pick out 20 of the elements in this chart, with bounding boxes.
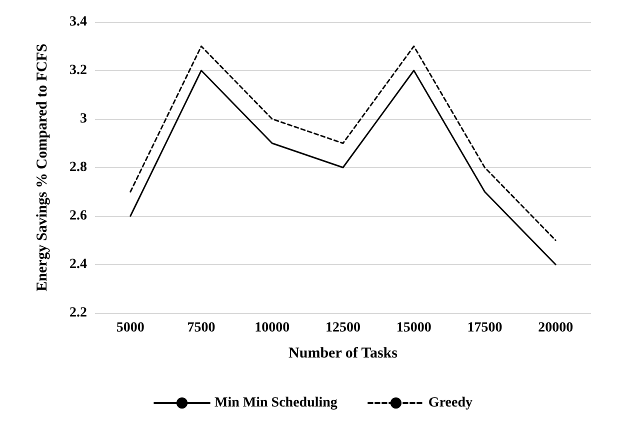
x-tick-label: 7500 (187, 320, 216, 336)
x-tick-label: 12500 (326, 320, 360, 336)
y-tick-label: 2.4 (70, 257, 87, 272)
y-tick-label: 2.6 (70, 208, 87, 224)
legend-label: Greedy (428, 396, 473, 410)
y-tick-label: 2.2 (70, 306, 87, 320)
x-tick-label: 5000 (116, 320, 144, 336)
y-tick-label: 3.4 (70, 14, 87, 30)
y-tick-label: 2.8 (70, 160, 87, 175)
x-tick-label: 15000 (396, 320, 432, 336)
y-tick-label: 3 (80, 112, 87, 126)
line-series (130, 70, 556, 266)
x-tick-label: 17500 (467, 320, 502, 336)
x-tick-label: 20000 (538, 320, 574, 336)
x-tick-label: 10000 (254, 320, 290, 336)
y-tick-label: 3.2 (70, 63, 87, 78)
x-axis-title: Number of Tasks (288, 346, 398, 362)
y-axis-title: Energy Savings % Compared to FCFS (34, 44, 50, 292)
legend-label: Min Min Scheduling (214, 396, 338, 410)
line-series (130, 46, 556, 241)
